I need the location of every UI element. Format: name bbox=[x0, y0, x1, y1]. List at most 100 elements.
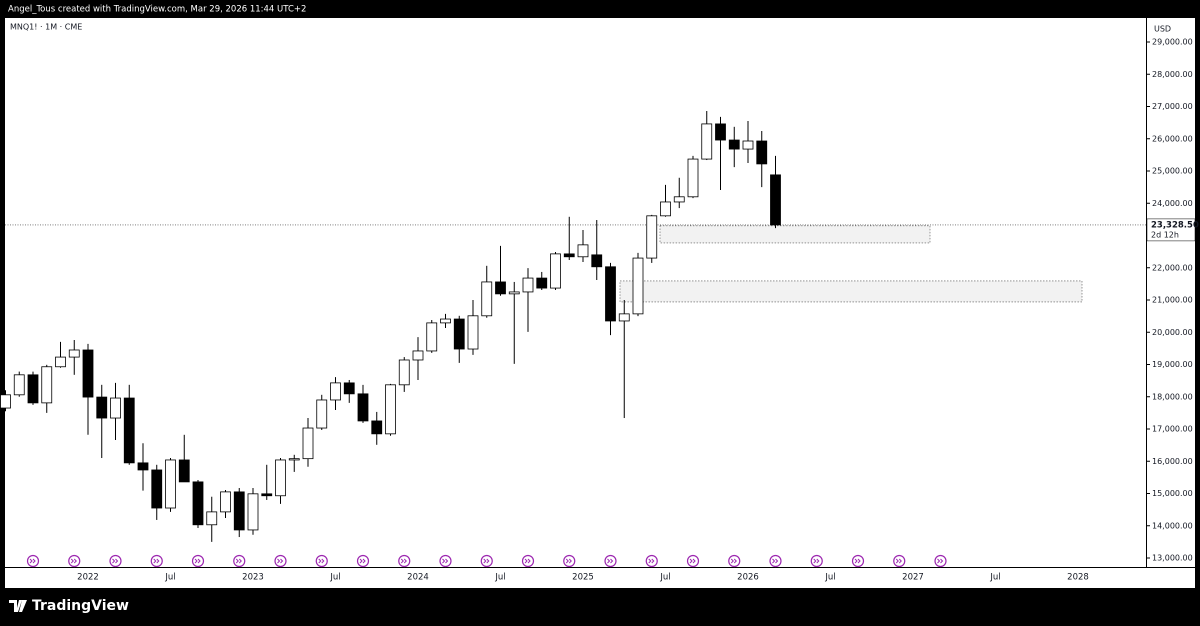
event-circle bbox=[851, 554, 865, 568]
event-arrow bbox=[937, 558, 944, 564]
price-tag bbox=[1146, 218, 1196, 242]
candle-body bbox=[371, 420, 383, 435]
candle-body bbox=[220, 491, 231, 513]
event-arrow bbox=[235, 558, 242, 564]
y-tick-label: 18,000.00 bbox=[1152, 392, 1193, 401]
event-icon bbox=[191, 554, 205, 568]
y-tick-label: 19,000.00 bbox=[1152, 360, 1193, 369]
x-tick-label: 2022 bbox=[77, 573, 99, 583]
candle-body bbox=[316, 399, 328, 429]
event-arrow bbox=[813, 558, 820, 564]
event-icon bbox=[934, 554, 947, 568]
event-circle bbox=[439, 554, 452, 568]
x-tick-label: Jul bbox=[329, 573, 340, 583]
x-tick-label: Jul bbox=[494, 573, 505, 583]
event-icon bbox=[604, 554, 617, 568]
event-icon bbox=[728, 554, 741, 568]
event-circle bbox=[645, 554, 658, 568]
event-arrow bbox=[483, 558, 490, 564]
candle-body bbox=[151, 469, 163, 509]
candle-body bbox=[770, 174, 781, 226]
currency: USD bbox=[1154, 25, 1171, 34]
candle-body bbox=[261, 493, 273, 497]
event-circle bbox=[686, 554, 700, 568]
candle-body bbox=[385, 384, 396, 435]
event-icon bbox=[810, 554, 823, 568]
candle-body bbox=[481, 281, 493, 317]
candle-body bbox=[96, 396, 108, 419]
candle-body bbox=[343, 382, 355, 395]
header: Angel_Tous created with TradingView.com,… bbox=[8, 5, 306, 15]
event-arrow bbox=[565, 558, 572, 564]
event-icon bbox=[150, 554, 163, 568]
event-circle bbox=[604, 554, 617, 568]
candle-body bbox=[206, 511, 218, 526]
candle-body bbox=[536, 277, 548, 289]
candle-body bbox=[233, 491, 245, 531]
event-arrow bbox=[730, 558, 737, 564]
event-circle bbox=[109, 554, 122, 568]
event-arrow bbox=[359, 558, 366, 564]
candle-body bbox=[275, 459, 286, 497]
zone bbox=[619, 280, 1083, 303]
price-tag-label: 23,328.50 bbox=[1151, 220, 1199, 230]
event-icon bbox=[274, 554, 287, 568]
x-tick-label: Jul bbox=[824, 573, 835, 583]
candle-body bbox=[192, 481, 204, 526]
symbol-title: MNQ1! · 1M · CME bbox=[10, 23, 82, 32]
event-icon bbox=[686, 554, 700, 568]
event-circle bbox=[934, 554, 947, 568]
candle-body bbox=[687, 158, 699, 198]
event-arrow bbox=[854, 558, 861, 564]
candle-body bbox=[288, 458, 300, 461]
candle-body bbox=[728, 139, 740, 150]
y-tick-label: 26,000.00 bbox=[1152, 134, 1193, 143]
event-icon bbox=[645, 554, 658, 568]
chart-background bbox=[5, 18, 1195, 588]
candle-body bbox=[82, 349, 94, 398]
event-icon bbox=[68, 554, 81, 568]
candle-body bbox=[605, 266, 616, 322]
x-tick-label: 2028 bbox=[1067, 573, 1089, 583]
event-circle bbox=[728, 554, 741, 568]
candle-body bbox=[178, 459, 190, 483]
event-circle bbox=[191, 554, 205, 568]
event-icon bbox=[109, 554, 122, 568]
logo: TradingView bbox=[9, 598, 129, 614]
candle-body bbox=[426, 322, 438, 352]
event-arrow bbox=[442, 558, 449, 564]
y-tick-label: 28,000.00 bbox=[1152, 70, 1193, 79]
candle-body bbox=[660, 201, 671, 217]
event-circle bbox=[26, 554, 40, 568]
event-arrow bbox=[689, 558, 696, 564]
candle-body bbox=[508, 291, 520, 295]
y-tick-label: 29,000.00 bbox=[1152, 38, 1193, 47]
event-circle bbox=[274, 554, 287, 568]
candle-body bbox=[673, 196, 685, 203]
candle-body bbox=[577, 244, 589, 258]
candle-body bbox=[0, 394, 11, 409]
candle-body bbox=[495, 281, 506, 295]
x-tick-label: 2026 bbox=[737, 573, 759, 583]
event-arrow bbox=[524, 558, 531, 564]
event-icon bbox=[356, 554, 370, 568]
event-arrow bbox=[318, 558, 325, 564]
event-circle bbox=[315, 554, 328, 568]
x-tick-label: Jul bbox=[989, 573, 1000, 583]
event-circle bbox=[356, 554, 370, 568]
candle-body bbox=[563, 253, 575, 258]
x-tick-label: Jul bbox=[659, 573, 670, 583]
event-circle bbox=[563, 554, 576, 568]
event-arrow bbox=[70, 558, 77, 564]
event-circle bbox=[150, 554, 163, 568]
candle-body bbox=[591, 254, 603, 268]
candle-body bbox=[715, 123, 726, 141]
y-tick-label: 14,000.00 bbox=[1152, 521, 1193, 530]
candle-body bbox=[357, 393, 369, 422]
y-tick-label: 25,000.00 bbox=[1152, 167, 1193, 176]
x-tick-label: 2024 bbox=[407, 573, 429, 583]
candle-body bbox=[701, 123, 713, 160]
candle-body bbox=[398, 359, 410, 386]
event-arrow bbox=[400, 558, 407, 564]
